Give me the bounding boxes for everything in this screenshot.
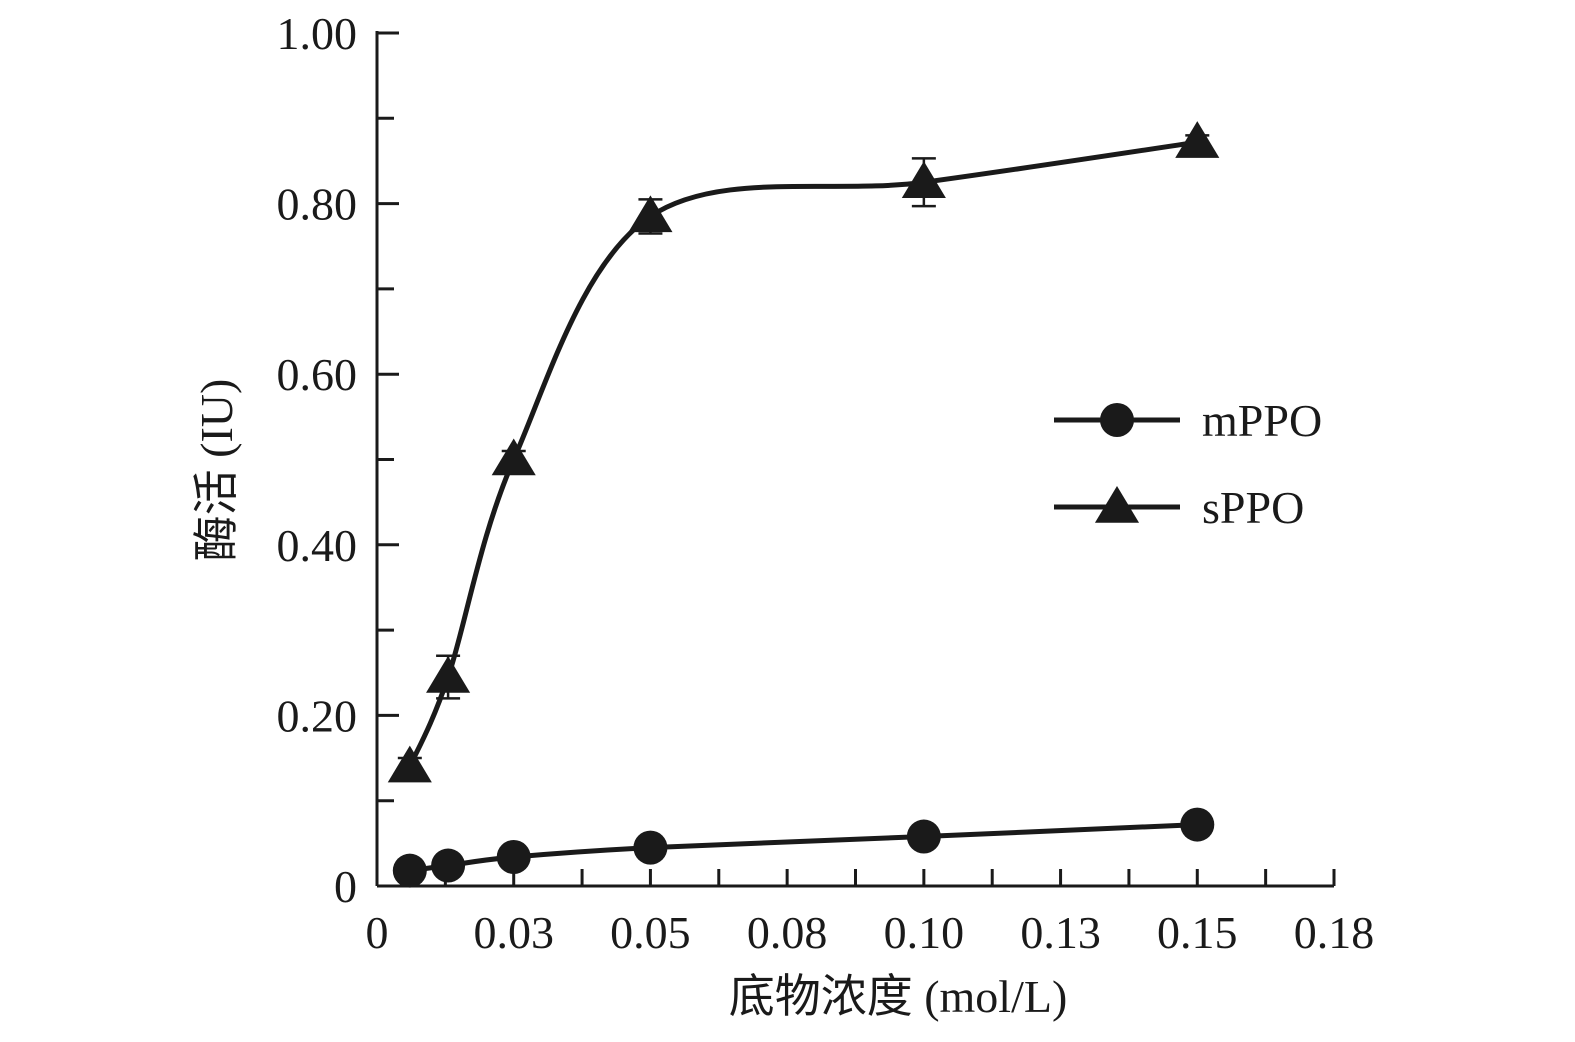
data-point <box>496 839 531 874</box>
legend-label: sPPO <box>1202 482 1304 533</box>
data-point <box>1175 121 1220 158</box>
y-axis-title: 酶活 (IU) <box>191 379 242 562</box>
data-point <box>901 161 946 199</box>
data-point <box>1180 807 1215 842</box>
x-tick-label: 0.18 <box>1294 907 1375 958</box>
x-tick-label: 0.13 <box>1020 907 1101 958</box>
y-tick-label: 1.00 <box>277 8 358 59</box>
x-tick-label: 0.10 <box>884 907 965 958</box>
x-tick-label: 0.05 <box>610 907 691 958</box>
y-tick-label: 0 <box>334 861 357 912</box>
data-point <box>426 656 471 693</box>
data-point <box>633 830 668 865</box>
x-tick-label: 0 <box>366 907 389 958</box>
y-tick-label: 0.80 <box>277 179 358 230</box>
series-sPPO <box>387 121 1220 783</box>
legend-label: mPPO <box>1202 395 1322 446</box>
x-tick-label: 0.08 <box>747 907 828 958</box>
series-line <box>407 139 1198 768</box>
axes: 0 0.20 0.40 0.60 0.80 1.00 0 0.03 0.05 0.08 0.10 0.… <box>277 8 1375 958</box>
legend-item: mPPO <box>1054 395 1322 446</box>
legend: mPPO sPPO <box>1054 395 1322 533</box>
y-tick-label: 0.40 <box>277 520 358 571</box>
x-axis-title: 底物浓度 (mol/L) <box>729 971 1068 1022</box>
data-point <box>431 848 466 883</box>
legend-marker <box>1094 486 1140 523</box>
data-point <box>392 853 427 888</box>
data-point <box>628 195 673 233</box>
series-mPPO <box>392 807 1215 888</box>
data-point <box>491 438 536 476</box>
x-tick-label: 0.15 <box>1157 907 1238 958</box>
y-tick-label: 0.20 <box>277 690 358 741</box>
plot-area <box>387 121 1220 888</box>
data-point <box>906 819 941 854</box>
data-point <box>387 745 432 783</box>
legend-item: sPPO <box>1054 482 1304 533</box>
legend-marker <box>1100 403 1134 437</box>
y-tick-label: 0.60 <box>277 349 358 400</box>
x-tick-label: 0.03 <box>473 907 554 958</box>
